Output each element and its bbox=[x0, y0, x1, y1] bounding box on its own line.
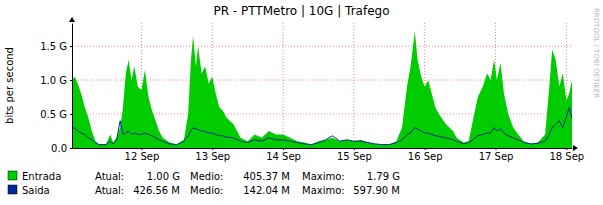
x-tick-label: 17 Sep bbox=[479, 151, 514, 162]
x-tick-mark bbox=[212, 148, 213, 150]
legend-swatch bbox=[8, 185, 17, 194]
legend-stat-label: Maximo: bbox=[302, 171, 345, 182]
y-tick-label: 1.0 G bbox=[40, 75, 67, 86]
x-grid-line bbox=[353, 23, 354, 148]
x-tick: 18 Sep bbox=[549, 148, 584, 162]
x-tick-mark bbox=[425, 148, 426, 150]
y-grid-line bbox=[72, 46, 572, 47]
legend-stat-label: Medio: bbox=[190, 171, 223, 182]
legend-stat-label: Atual: bbox=[95, 185, 124, 196]
x-tick: 15 Sep bbox=[337, 148, 372, 162]
series-line bbox=[72, 107, 572, 144]
x-tick: 14 Sep bbox=[266, 148, 301, 162]
legend-stat-label: Medio: bbox=[190, 185, 223, 196]
x-tick-mark bbox=[354, 148, 355, 150]
x-tick-mark bbox=[566, 148, 567, 150]
legend-label: Entrada bbox=[22, 171, 61, 182]
x-axis-arrow bbox=[573, 145, 578, 151]
watermark: RRDTOOL / TOBI OETIKER bbox=[592, 8, 600, 98]
x-tick-label: 14 Sep bbox=[266, 151, 301, 162]
x-tick: 12 Sep bbox=[125, 148, 160, 162]
title: PR - PTTMetro | 10G | Trafego bbox=[213, 4, 389, 18]
y-tick-label: 0.5 G bbox=[40, 109, 67, 120]
y-tick: 1.5 G bbox=[40, 41, 72, 52]
legend-stat-value: 426.56 M bbox=[133, 185, 180, 196]
y-axis-title: bits per second bbox=[4, 47, 15, 124]
y-tick-label: 1.5 G bbox=[40, 41, 67, 52]
x-tick-label: 18 Sep bbox=[549, 151, 584, 162]
legend-stat-value: 597.90 M bbox=[353, 185, 400, 196]
x-tick-label: 16 Sep bbox=[408, 151, 443, 162]
x-axis: 12 Sep 13 Sep 14 Sep 15 Sep 16 Sep 17 Sep 18 S… bbox=[73, 148, 585, 162]
legend: Entrada Atual: 1.00 G Medio: 405.37 M Maximo:… bbox=[8, 171, 400, 196]
y-tick-mark bbox=[70, 114, 72, 115]
x-tick: 17 Sep bbox=[479, 148, 514, 162]
y-tick-mark bbox=[70, 80, 72, 81]
x-tick-mark bbox=[283, 148, 284, 150]
y-axis-line bbox=[72, 24, 73, 149]
plot-area bbox=[72, 31, 572, 148]
x-tick-mark bbox=[141, 148, 142, 150]
y-tick: 0.0 bbox=[51, 143, 72, 154]
legend-stat-value: 405.37 M bbox=[243, 171, 290, 182]
legend-stat-value: 1.00 G bbox=[147, 171, 180, 182]
y-axis-arrow bbox=[69, 17, 75, 22]
x-tick-label: 13 Sep bbox=[195, 151, 230, 162]
y-tick-mark bbox=[70, 148, 72, 149]
y-axis: 0.0 0.5 G 1.0 G 1.5 G bbox=[40, 24, 72, 154]
y-tick-label: 0.0 bbox=[51, 143, 67, 154]
x-tick-mark bbox=[496, 148, 497, 150]
y-tick: 1.0 G bbox=[40, 75, 72, 86]
legend-stat-label: Atual: bbox=[95, 171, 124, 182]
grid bbox=[72, 23, 572, 148]
legend-label: Saida bbox=[22, 185, 50, 196]
x-axis-line bbox=[73, 148, 573, 149]
legend-stat-value: 1.79 G bbox=[367, 171, 400, 182]
y-tick-mark bbox=[70, 46, 72, 47]
legend-stat-label: Maximo: bbox=[302, 185, 345, 196]
x-tick: 13 Sep bbox=[195, 148, 230, 162]
x-tick: 16 Sep bbox=[408, 148, 443, 162]
chart: PR - PTTMetro | 10G | Trafego bits per se… bbox=[0, 0, 603, 205]
background bbox=[0, 0, 603, 205]
legend-swatch bbox=[8, 171, 17, 180]
x-tick-label: 12 Sep bbox=[125, 151, 160, 162]
legend-stat-value: 142.04 M bbox=[243, 185, 290, 196]
x-tick-label: 15 Sep bbox=[337, 151, 372, 162]
y-tick: 0.5 G bbox=[40, 109, 72, 120]
x-grid-line bbox=[283, 23, 284, 148]
series-area bbox=[72, 31, 572, 148]
